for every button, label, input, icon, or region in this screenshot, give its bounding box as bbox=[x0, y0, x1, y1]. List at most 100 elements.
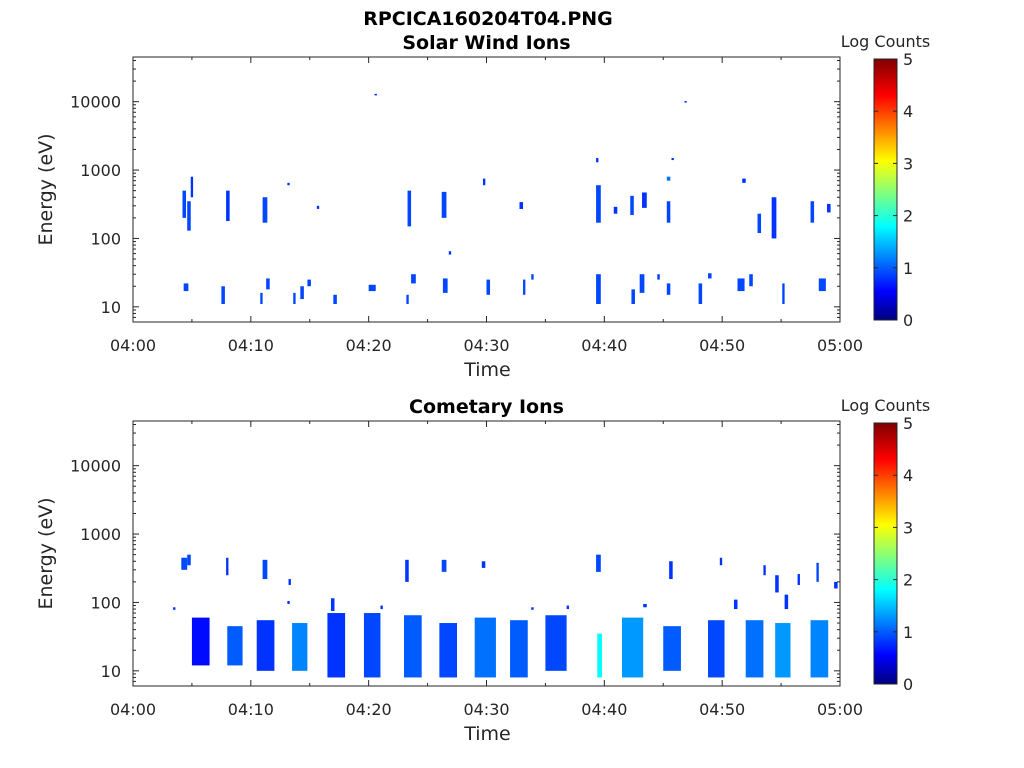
spectrogram-cell bbox=[510, 620, 528, 678]
spectrogram-cell bbox=[613, 206, 618, 214]
spectrogram-cell bbox=[531, 274, 534, 280]
colorbar-tick-label: 3 bbox=[903, 154, 913, 173]
spectrogram-cell bbox=[405, 559, 409, 582]
x-tick-label: 04:10 bbox=[228, 336, 274, 355]
colorbar-tick-label: 0 bbox=[903, 675, 913, 694]
spectrogram-cell bbox=[260, 292, 263, 304]
spectrogram-cell bbox=[441, 191, 447, 218]
x-tick-label: 05:00 bbox=[817, 336, 863, 355]
spectrogram-cell bbox=[262, 197, 268, 223]
spectrogram-cell bbox=[187, 554, 191, 566]
spectrogram-cell bbox=[441, 559, 447, 572]
spectrogram-cell bbox=[448, 251, 452, 255]
figure-title: RPCICA160204T04.PNG bbox=[363, 8, 613, 30]
x-tick-label: 04:00 bbox=[110, 700, 156, 719]
spectrogram-cell bbox=[827, 203, 831, 213]
spectrogram-cell bbox=[442, 278, 448, 293]
spectrogram-cell bbox=[771, 197, 777, 239]
y-tick-label: 10 bbox=[101, 298, 121, 317]
spectrogram-cell bbox=[719, 557, 723, 566]
spectrogram-cell bbox=[810, 620, 829, 678]
spectrogram-cell bbox=[669, 561, 673, 580]
colorbar-tick-label: 3 bbox=[903, 518, 913, 537]
spectrogram-cell bbox=[190, 176, 194, 198]
spectrogram-cell bbox=[745, 620, 764, 678]
x-tick-label: 04:40 bbox=[581, 336, 627, 355]
colorbar-label: Log Counts bbox=[841, 396, 931, 415]
spectrogram-cell bbox=[173, 607, 176, 610]
x-axis-label: Time bbox=[463, 723, 511, 745]
spectrogram-cell bbox=[666, 201, 671, 223]
spectrogram-cell bbox=[287, 600, 290, 604]
x-tick-label: 04:40 bbox=[581, 700, 627, 719]
spectrogram-cell bbox=[643, 603, 647, 608]
spectrogram-cell bbox=[797, 574, 800, 585]
spectrogram-cell bbox=[226, 557, 229, 576]
spectrogram-cell bbox=[810, 201, 815, 223]
spectrogram-cell bbox=[266, 278, 270, 290]
spectrogram-cell bbox=[292, 623, 308, 671]
spectrogram-cell bbox=[596, 185, 601, 223]
spectrogram-cell bbox=[262, 559, 268, 580]
colorbar bbox=[873, 422, 898, 685]
spectrogram-cell bbox=[187, 201, 191, 231]
spectrogram-cell bbox=[380, 605, 383, 610]
spectrogram-cell bbox=[597, 633, 602, 678]
colorbar-tick-label: 2 bbox=[903, 571, 913, 590]
colorbar-tick-label: 1 bbox=[903, 259, 913, 278]
spectrogram-cell bbox=[439, 623, 458, 678]
x-axis-label: Time bbox=[463, 359, 511, 381]
colorbar-tick-label: 4 bbox=[903, 102, 913, 121]
x-tick-label: 04:10 bbox=[228, 700, 274, 719]
spectrogram-cell bbox=[181, 557, 188, 570]
spectrogram-cell bbox=[411, 274, 416, 284]
spectrogram-cell bbox=[368, 284, 376, 292]
colorbar-tick-label: 2 bbox=[903, 207, 913, 226]
spectrogram-cell bbox=[698, 283, 703, 304]
spectrogram-cell bbox=[330, 598, 335, 611]
y-axis-label: Energy (eV) bbox=[35, 497, 57, 609]
x-tick-label: 04:20 bbox=[346, 700, 392, 719]
spectrogram-cell bbox=[639, 274, 645, 293]
colorbar bbox=[873, 58, 898, 321]
spectrogram-cell bbox=[523, 279, 526, 295]
spectrogram-cell bbox=[834, 581, 838, 589]
y-tick-label: 1000 bbox=[80, 161, 121, 180]
spectrogram-cell bbox=[374, 93, 377, 96]
panel-title: Solar Wind Ions bbox=[402, 32, 570, 54]
spectrogram-cell bbox=[226, 190, 230, 221]
spectrogram-cell bbox=[182, 190, 187, 218]
panel-1: 04:00 04:10 04:20 04:30 04:40 04:50 05:0010100… bbox=[35, 32, 930, 381]
spectrogram-cell bbox=[407, 190, 412, 227]
colorbar-label: Log Counts bbox=[841, 32, 931, 51]
spectrogram-cell bbox=[749, 274, 753, 287]
spectrogram-cell bbox=[657, 274, 660, 280]
colorbar-tick-label: 1 bbox=[903, 623, 913, 642]
spectrogram-cell bbox=[486, 279, 491, 295]
spectrogram-cell bbox=[775, 623, 791, 678]
spectrogram-cell bbox=[622, 617, 644, 678]
panels: 04:00 04:10 04:20 04:30 04:40 04:50 05:0010100… bbox=[35, 32, 930, 745]
spectrogram-cell bbox=[708, 273, 712, 279]
spectrogram-cells bbox=[182, 93, 831, 304]
spectrogram-cell bbox=[482, 178, 486, 186]
x-tick-label: 04:20 bbox=[346, 336, 392, 355]
spectrogram-cell bbox=[221, 286, 225, 304]
spectrogram-cell bbox=[519, 202, 524, 209]
y-tick-label: 10 bbox=[101, 662, 121, 681]
x-tick-label: 04:50 bbox=[699, 336, 745, 355]
spectrogram-cell bbox=[816, 562, 819, 582]
x-tick-label: 04:30 bbox=[463, 700, 509, 719]
spectrogram-cell bbox=[671, 158, 674, 161]
y-tick-label: 10000 bbox=[70, 457, 121, 476]
spectrogram-cell bbox=[642, 192, 647, 208]
spectrogram-cell bbox=[191, 617, 210, 666]
spectrogram-cell bbox=[288, 579, 291, 585]
spectrogram-cell bbox=[300, 286, 304, 300]
colorbar-tick-label: 4 bbox=[903, 466, 913, 485]
spectrogram-cell bbox=[708, 620, 725, 678]
spectrogram-cell bbox=[782, 283, 785, 304]
colorbar-tick-label: 5 bbox=[903, 50, 913, 69]
panel-title: Cometary Ions bbox=[409, 396, 564, 418]
